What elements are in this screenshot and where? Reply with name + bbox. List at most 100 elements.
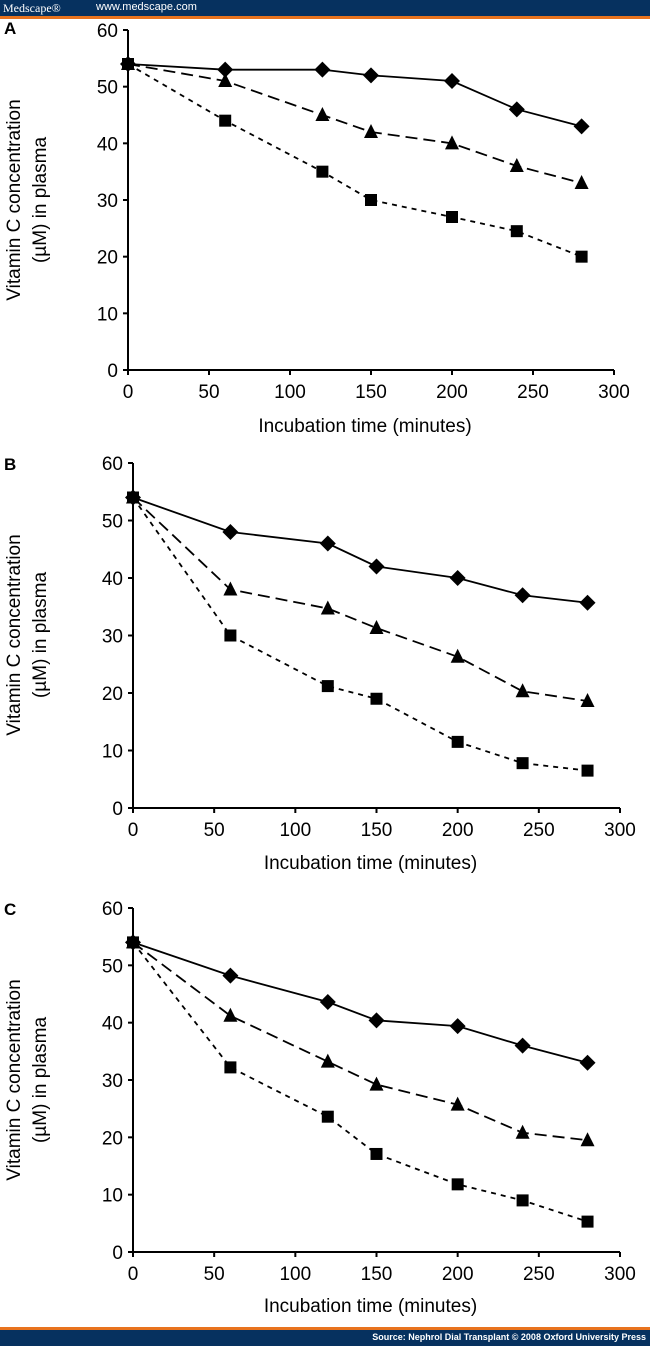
panel-label: B: [4, 455, 16, 474]
data-point-diamond: [222, 967, 239, 984]
data-point-square: [321, 680, 334, 693]
data-point-diamond: [222, 524, 239, 540]
data-point-square: [122, 58, 134, 70]
data-point-triangle: [574, 175, 589, 189]
data-point-triangle: [580, 1132, 595, 1147]
data-point-triangle: [515, 1124, 530, 1139]
y-tick-label: 40: [102, 1014, 123, 1035]
data-point-square: [127, 491, 139, 504]
source-citation: Source: Nephrol Dial Transplant © 2008 O…: [372, 1332, 646, 1342]
x-tick-label: 50: [204, 1264, 225, 1285]
y-tick-label: 30: [102, 627, 123, 648]
x-tick-label: 50: [198, 382, 219, 403]
data-point-square: [224, 629, 237, 642]
y-tick-label: 30: [97, 191, 118, 212]
x-tick-label: 250: [517, 382, 549, 403]
data-point-diamond: [579, 594, 596, 611]
x-axis-label: Incubation time (minutes): [258, 416, 471, 437]
x-tick-label: 50: [204, 820, 225, 841]
medscape-url: www.medscape.com: [96, 1, 197, 13]
y-tick-label: 0: [112, 799, 123, 820]
y-tick-label: 50: [102, 956, 123, 977]
data-point-square: [446, 211, 458, 223]
data-point-triangle: [315, 107, 330, 121]
data-point-triangle: [445, 135, 459, 150]
y-tick-label: 50: [97, 78, 118, 99]
y-tick-label: 0: [112, 1243, 123, 1264]
data-point-square: [370, 692, 383, 705]
y-tick-label: 60: [102, 899, 123, 920]
y-tick-label: 0: [107, 361, 118, 382]
data-point-square: [365, 194, 377, 206]
y-axis-label: (µM) in plasma: [30, 137, 51, 263]
data-point-triangle: [218, 73, 233, 87]
y-tick-label: 20: [102, 1128, 123, 1149]
data-point-diamond: [368, 558, 385, 575]
x-tick-label: 200: [436, 382, 468, 403]
header-bar: Medscape® www.medscape.com: [0, 0, 650, 19]
panel-label: A: [4, 19, 16, 38]
x-tick-label: 100: [279, 1264, 311, 1285]
series-line-square: [132, 496, 588, 772]
data-point-diamond: [363, 67, 379, 84]
series-line-diamond: [132, 496, 588, 604]
data-point-triangle: [364, 124, 378, 138]
y-tick-label: 60: [102, 454, 123, 475]
y-axis-label: Vitamin C concentration: [4, 99, 25, 300]
data-point-square: [316, 165, 329, 178]
x-tick-label: 100: [274, 382, 306, 403]
data-point-triangle: [509, 158, 524, 172]
x-tick-label: 200: [442, 820, 474, 841]
y-axis-label: (µM) in plasma: [30, 572, 51, 698]
y-tick-label: 20: [97, 248, 118, 269]
data-point-diamond: [514, 1037, 531, 1054]
x-tick-label: 100: [279, 820, 311, 841]
x-axis-label: Incubation time (minutes): [264, 1296, 477, 1317]
footer-bar: Source: Nephrol Dial Transplant © 2008 O…: [0, 1327, 650, 1346]
data-point-square: [451, 1178, 464, 1191]
y-axis-label: Vitamin C concentration: [4, 534, 25, 735]
data-point-square: [581, 1215, 594, 1228]
y-tick-label: 20: [102, 684, 123, 705]
data-point-triangle: [223, 1007, 238, 1022]
data-point-square: [510, 225, 523, 238]
x-tick-label: 300: [604, 820, 636, 841]
data-point-diamond: [514, 587, 531, 604]
x-tick-label: 150: [355, 382, 387, 403]
data-point-diamond: [573, 118, 590, 135]
y-axis-label: Vitamin C concentration: [4, 979, 25, 1180]
data-point-diamond: [319, 994, 336, 1011]
x-tick-label: 0: [123, 382, 134, 403]
panel-label: C: [4, 900, 16, 919]
data-point-diamond: [508, 101, 525, 118]
data-point-square: [581, 764, 594, 777]
x-tick-label: 200: [442, 1264, 474, 1285]
data-point-triangle: [450, 648, 465, 663]
x-tick-label: 150: [361, 820, 393, 841]
medscape-logo: Medscape®: [3, 1, 61, 15]
data-point-square: [451, 735, 464, 748]
data-point-triangle: [320, 1053, 335, 1068]
data-point-diamond: [319, 535, 336, 552]
y-axis-label: (µM) in plasma: [30, 1017, 51, 1143]
data-point-triangle: [223, 581, 238, 596]
y-tick-label: 10: [102, 742, 123, 763]
data-point-diamond: [217, 61, 234, 78]
data-point-square: [575, 250, 588, 263]
data-point-triangle: [369, 1076, 384, 1091]
data-point-diamond: [444, 73, 460, 89]
x-tick-label: 0: [128, 1264, 139, 1285]
y-tick-label: 10: [102, 1186, 123, 1207]
data-point-square: [516, 757, 529, 770]
data-point-diamond: [314, 61, 331, 78]
data-point-square: [224, 1061, 237, 1074]
x-tick-label: 0: [128, 820, 139, 841]
x-tick-label: 250: [523, 1264, 555, 1285]
data-point-square: [321, 1110, 334, 1123]
data-point-square: [127, 936, 139, 949]
data-point-diamond: [368, 1012, 385, 1029]
y-tick-label: 50: [102, 512, 123, 533]
data-point-triangle: [450, 1096, 465, 1111]
x-tick-label: 150: [361, 1264, 393, 1285]
